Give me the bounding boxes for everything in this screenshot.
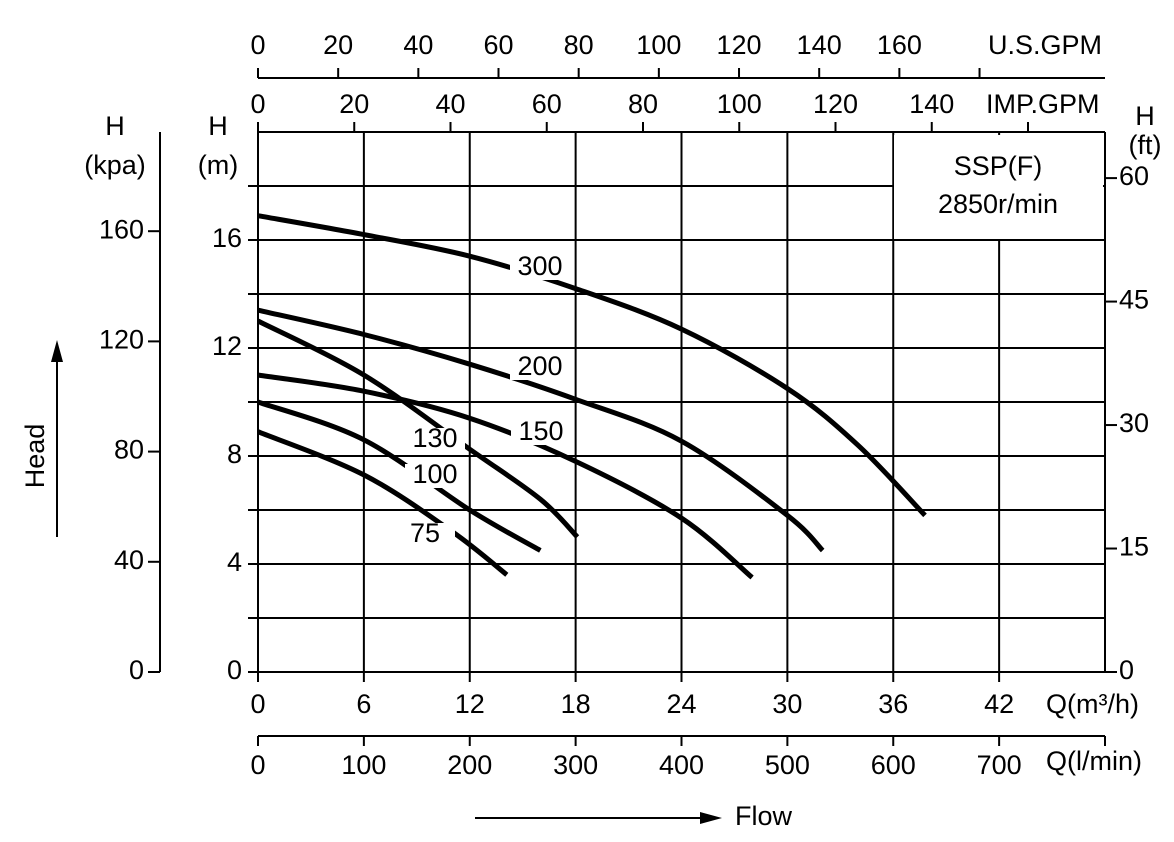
x-tick-label: 30 — [772, 689, 802, 719]
x_lpm-tick-label: 700 — [977, 750, 1022, 780]
x-tick-label: 36 — [878, 689, 908, 719]
x_lpm-tick-label: 100 — [341, 750, 386, 780]
x-tick-label: 42 — [984, 689, 1014, 719]
x_us_gpm-tick-label: 160 — [877, 30, 922, 60]
kpa-tick-label: 160 — [99, 214, 144, 244]
x_imp_gpm-tick-label: 100 — [717, 89, 762, 119]
x_us_gpm-tick-label: 60 — [483, 30, 513, 60]
x_lpm-tick-label: 600 — [871, 750, 916, 780]
x_imp_gpm-tick-label: 0 — [250, 89, 265, 119]
curve-label-bg — [405, 428, 465, 452]
x-tick-label: 0 — [250, 689, 265, 719]
curve-label-bg — [510, 356, 570, 380]
annotation-box — [894, 135, 1103, 239]
curve-label-bg — [511, 421, 571, 445]
lpm-label: Q(l/min) — [1046, 746, 1142, 776]
curve-label: 75 — [410, 518, 440, 548]
x_lpm-tick-label: 400 — [659, 750, 704, 780]
curve-label: 130 — [412, 423, 457, 453]
kpa-tick-label: 40 — [114, 545, 144, 575]
x_lpm-tick-label: 300 — [553, 750, 598, 780]
x_imp_gpm-tick-label: 140 — [909, 89, 954, 119]
y-tick-label: 4 — [227, 547, 242, 577]
y-title: Head — [20, 424, 50, 489]
x-label: Q(m³/h) — [1046, 689, 1139, 719]
y2-tick-label: 30 — [1119, 408, 1149, 438]
x-title: Flow — [735, 801, 793, 831]
y-label: H — [208, 111, 228, 141]
x_us_gpm-tick-label: 120 — [716, 30, 761, 60]
x_us_gpm-tick-label: 20 — [323, 30, 353, 60]
flow-arrow-head — [700, 812, 722, 824]
y2-label: (ft) — [1129, 130, 1162, 160]
y2-tick-label: 0 — [1119, 655, 1134, 685]
y-tick-label: 16 — [212, 223, 242, 253]
curve-label: 150 — [518, 416, 563, 446]
y-tick-label: 8 — [227, 439, 242, 469]
curve-label-bg — [405, 464, 465, 488]
y2-tick-label: 15 — [1119, 532, 1149, 562]
annotation: SSP(F) — [954, 151, 1043, 181]
y2-label: H — [1135, 101, 1155, 131]
x_us_gpm-tick-label: 100 — [636, 30, 681, 60]
curve-label: 100 — [412, 459, 457, 489]
x-tick-label: 6 — [356, 689, 371, 719]
x_imp_gpm-tick-label: 60 — [532, 89, 562, 119]
y-tick-label: 0 — [227, 655, 242, 685]
x-tick-label: 18 — [561, 689, 591, 719]
kpa-tick-label: 0 — [129, 655, 144, 685]
curve-label-bg — [510, 256, 570, 280]
curve-label: 300 — [517, 251, 562, 281]
kpa-label: (kpa) — [84, 150, 146, 180]
x_us_gpm-tick-label: 40 — [403, 30, 433, 60]
y2-tick-label: 60 — [1119, 161, 1149, 191]
curve — [257, 307, 825, 553]
x-tick-label: 12 — [455, 689, 485, 719]
kpa-label: H — [105, 111, 125, 141]
x_lpm-tick-label: 0 — [250, 750, 265, 780]
y2-tick-label: 45 — [1119, 285, 1149, 315]
annotation: 2850r/min — [938, 189, 1058, 219]
x_lpm-tick-label: 500 — [765, 750, 810, 780]
kpa-tick-label: 120 — [99, 325, 144, 355]
head-arrow-head — [51, 340, 63, 362]
x_us_gpm-tick-label: 80 — [564, 30, 594, 60]
us-gpm-label: U.S.GPM — [988, 30, 1102, 60]
curve-label-bg — [395, 523, 455, 547]
x_lpm-tick-label: 200 — [447, 750, 492, 780]
x_imp_gpm-tick-label: 80 — [628, 89, 658, 119]
curve — [257, 213, 927, 518]
x_imp_gpm-tick-label: 20 — [339, 89, 369, 119]
y-label: (m) — [198, 150, 238, 180]
x_us_gpm-tick-label: 140 — [797, 30, 842, 60]
x-tick-label: 24 — [666, 689, 696, 719]
x_imp_gpm-tick-label: 40 — [435, 89, 465, 119]
imp-gpm-label: IMP.GPM — [986, 89, 1100, 119]
y-tick-label: 12 — [212, 331, 242, 361]
curve — [257, 429, 509, 577]
kpa-tick-label: 80 — [114, 435, 144, 465]
x_imp_gpm-tick-label: 120 — [813, 89, 858, 119]
curve-label: 200 — [517, 351, 562, 381]
x_us_gpm-tick-label: 0 — [250, 30, 265, 60]
